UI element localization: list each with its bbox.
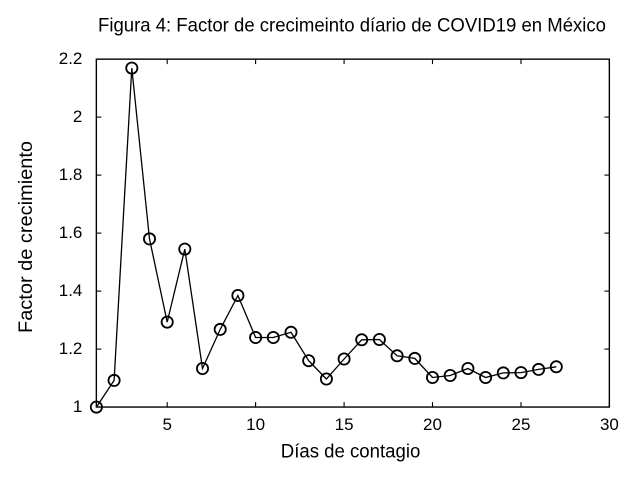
- svg-text:1: 1: [73, 397, 82, 416]
- svg-text:Figura 4: Factor de crecimeint: Figura 4: Factor de crecimeinto díario d…: [98, 15, 606, 36]
- svg-text:1.2: 1.2: [59, 339, 83, 358]
- svg-text:2: 2: [73, 107, 82, 126]
- svg-text:2.2: 2.2: [59, 49, 83, 68]
- svg-text:5: 5: [162, 415, 171, 434]
- svg-text:1.4: 1.4: [59, 281, 83, 300]
- svg-text:1.6: 1.6: [59, 223, 83, 242]
- svg-text:10: 10: [246, 415, 265, 434]
- svg-text:Factor de crecimiento: Factor de crecimiento: [15, 141, 37, 333]
- svg-text:20: 20: [423, 415, 442, 434]
- svg-text:30: 30: [600, 415, 619, 434]
- svg-text:Días de contagio: Días de contagio: [281, 441, 421, 463]
- svg-text:25: 25: [512, 415, 531, 434]
- svg-text:15: 15: [335, 415, 354, 434]
- svg-text:1.8: 1.8: [59, 165, 83, 184]
